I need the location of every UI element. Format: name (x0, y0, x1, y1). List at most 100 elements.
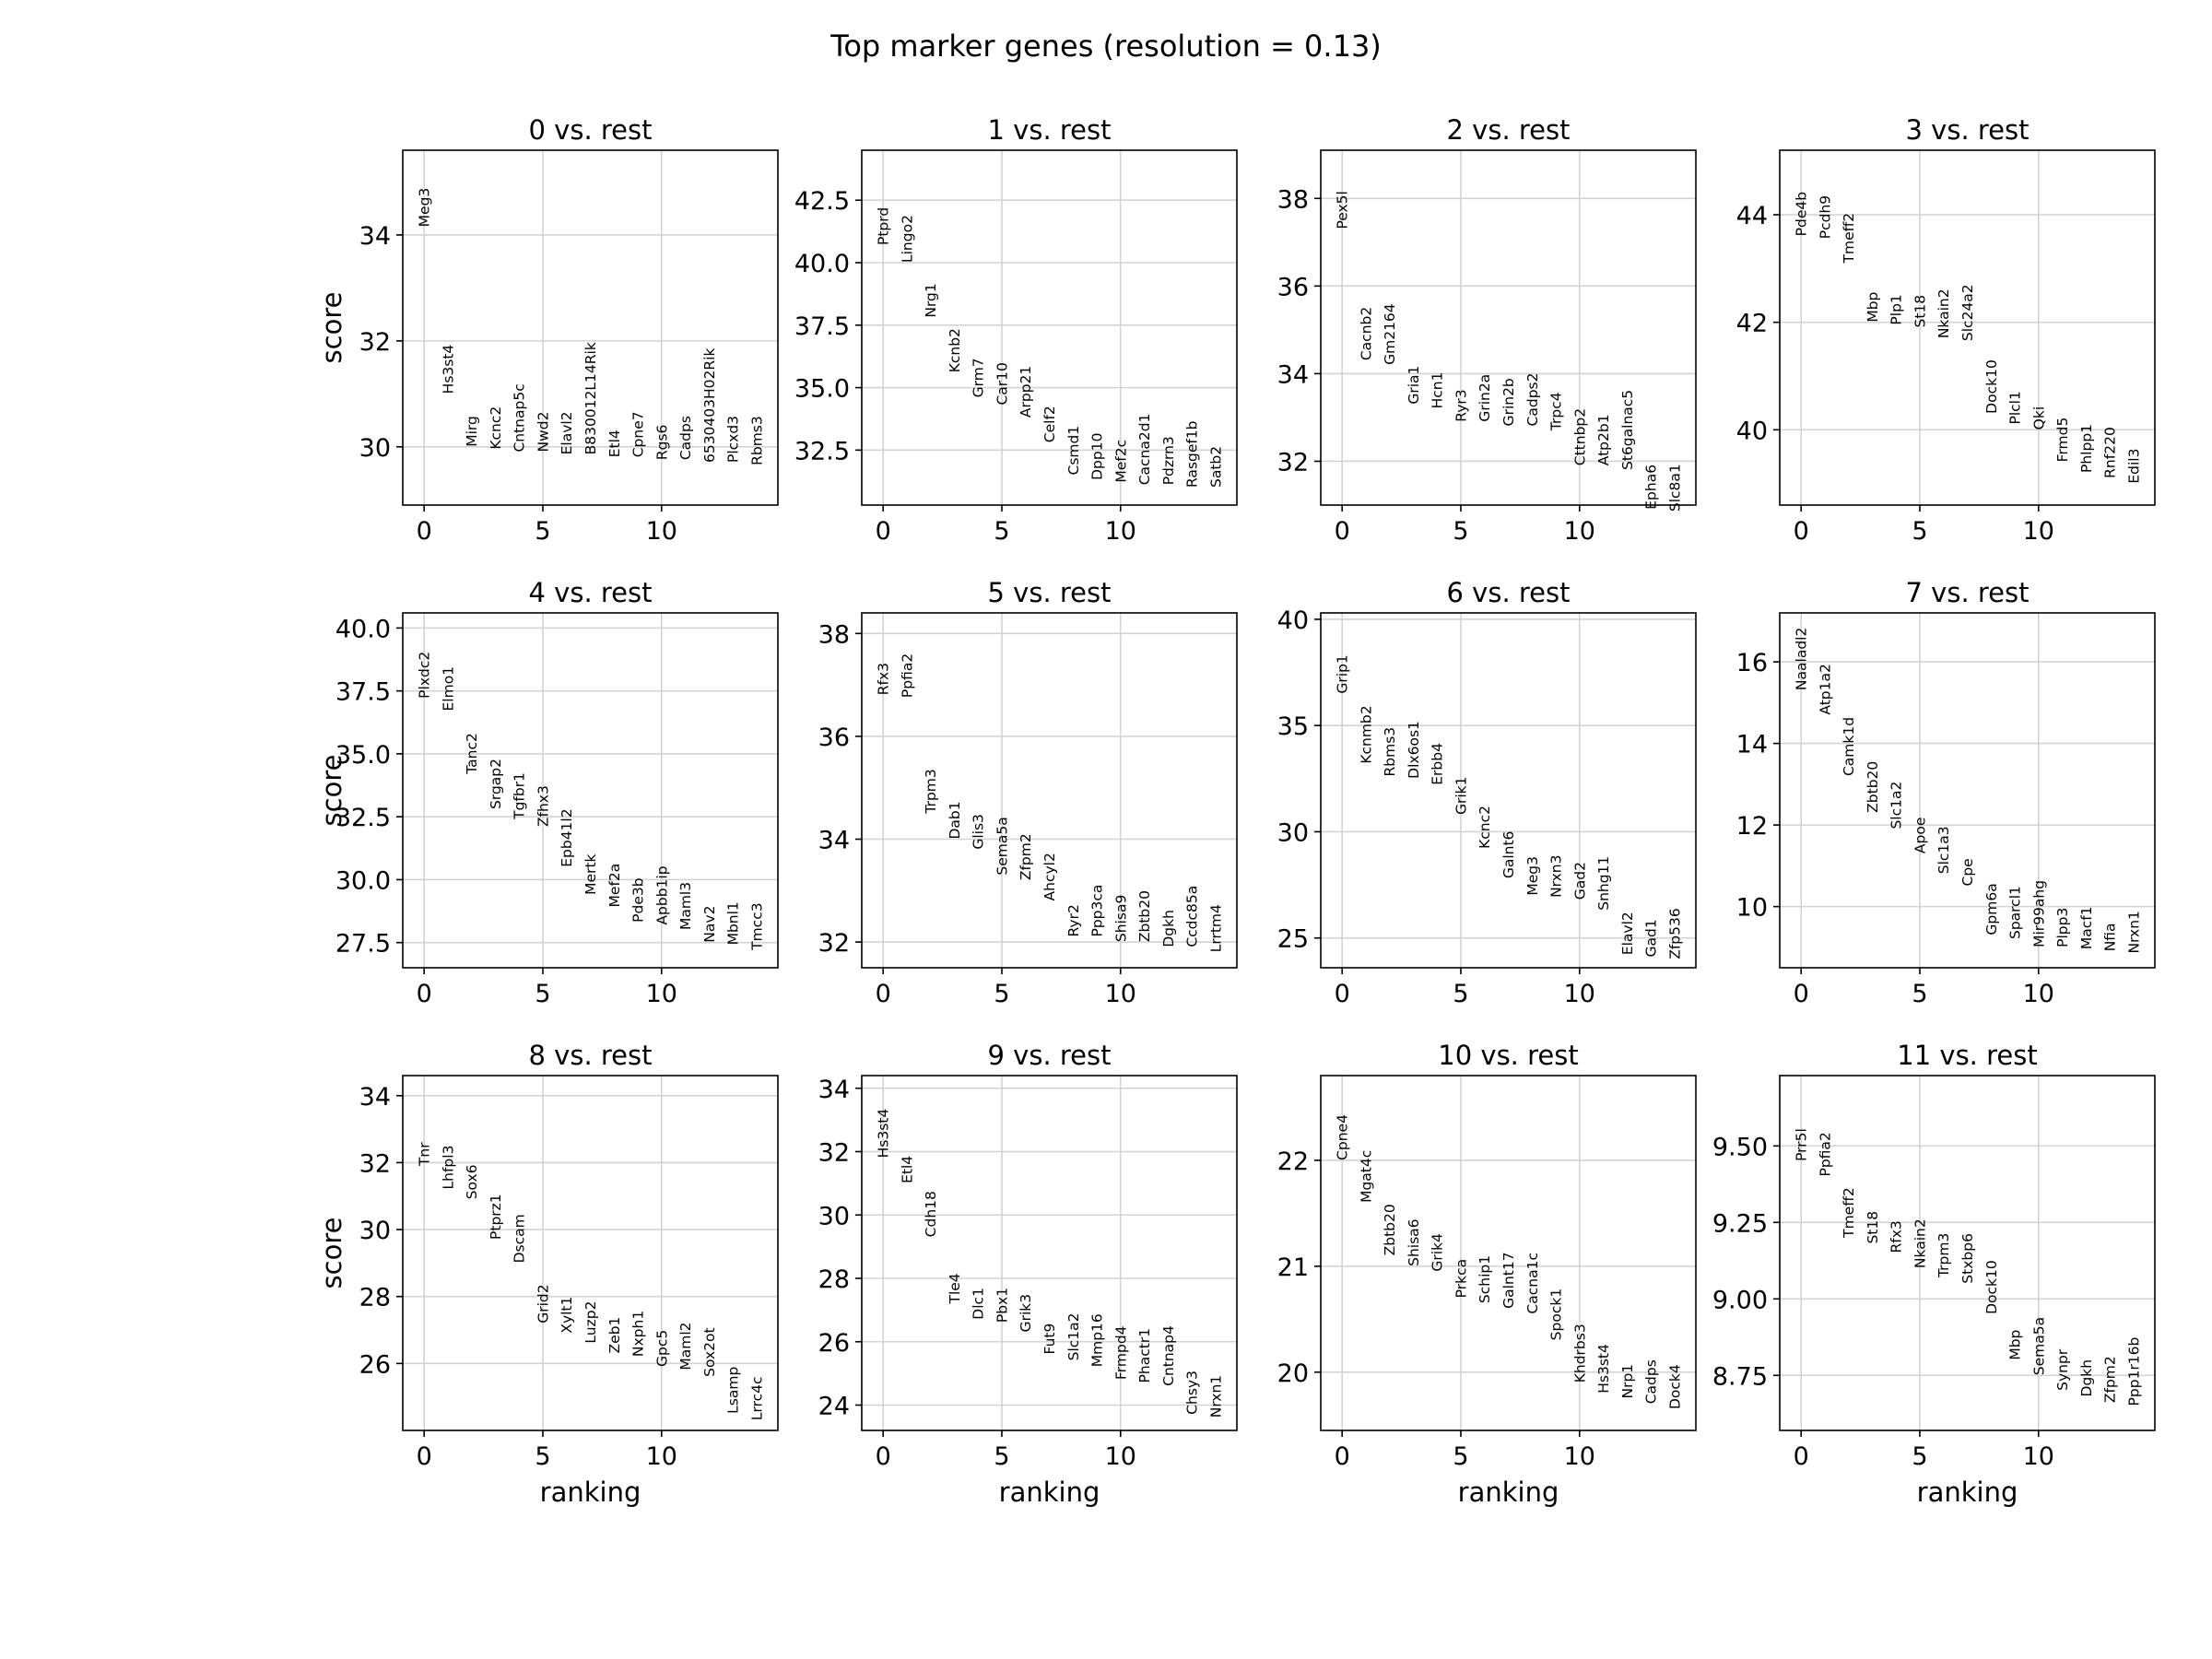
gene-label: Rbms3 (748, 416, 765, 465)
gene-label: Zfp536 (1666, 908, 1683, 959)
gene-label: Tmcc3 (748, 902, 765, 950)
y-tick-label: 16 (1736, 649, 1768, 677)
y-tick-label: 32 (359, 1149, 391, 1178)
gene-label: Slc8a1 (1666, 464, 1683, 512)
x-tick-label: 10 (1105, 980, 1136, 1008)
y-tick-label: 42 (1736, 310, 1768, 338)
gene-label: Naaladl2 (1794, 628, 1810, 690)
gene-label: Elavl2 (559, 411, 575, 454)
panel-title: 7 vs. rest (1906, 577, 2030, 608)
gene-label: Dlc1 (971, 1288, 987, 1320)
gene-label: Zeb1 (606, 1317, 623, 1354)
y-tick-label: 28 (359, 1284, 391, 1312)
gene-label: Ccdc85a (1184, 886, 1201, 947)
x-tick-label: 5 (1912, 1442, 1927, 1471)
gene-label: Sparcl1 (2007, 886, 2024, 939)
x-tick-label: 0 (1335, 1442, 1350, 1471)
gene-label: Atp2b1 (1595, 414, 1612, 465)
gene-label: Chsy3 (1184, 1371, 1201, 1415)
x-tick-label: 0 (1794, 980, 1809, 1008)
gene-label: Dgkh (1160, 910, 1177, 947)
gene-label: Phlpp1 (2078, 424, 2095, 473)
gene-label: Srgap2 (488, 759, 504, 809)
gene-label: Glis3 (971, 814, 987, 850)
gene-label: Ryr2 (1065, 904, 1082, 936)
y-tick-label: 40.0 (794, 250, 850, 278)
gene-label: Gad1 (1643, 919, 1660, 957)
panel-5: Rfx3 Ppfia2 Trpm3 Dab1 Glis3 Sema5a Zfpm2 Ahcyl… (818, 577, 1238, 1008)
gene-label: Ppfia2 (1817, 1132, 1833, 1176)
gene-label: Cacna2d1 (1136, 414, 1153, 486)
gene-label: Cntnap4 (1160, 1325, 1177, 1386)
gene-label: Cpne7 (630, 411, 647, 457)
y-axis-label: score (316, 1218, 347, 1289)
gene-label: Spock1 (1548, 1288, 1565, 1341)
gene-label: Elavl2 (1619, 912, 1636, 955)
x-tick-label: 5 (1912, 980, 1927, 1008)
y-tick-label: 9.00 (1712, 1286, 1768, 1314)
gene-label: Ppfia2 (899, 653, 915, 698)
gene-label: Mbp (2007, 1330, 2024, 1360)
gene-label: Sema5a (2030, 1317, 2047, 1375)
y-tick-label: 26 (818, 1329, 850, 1358)
gene-label: Macf1 (2078, 906, 2095, 949)
y-tick-label: 36 (1277, 273, 1309, 301)
panel-6: Grip1 Kcnmb2 Rbms3 Dlx6os1 Erbb4 Grik1 Kcnc2 Ga… (1277, 577, 1697, 1008)
gene-label: Pcdh9 (1817, 195, 1833, 239)
x-tick-label: 10 (1564, 1442, 1595, 1471)
gene-label: Maml2 (677, 1322, 694, 1370)
x-axis-label: ranking (1458, 1477, 1559, 1508)
gene-label: Sox6 (464, 1164, 480, 1199)
gene-label: Rfx3 (876, 663, 892, 695)
gene-label: Grin2a (1477, 374, 1493, 422)
gene-label: Mir99ahg (2030, 880, 2047, 947)
gene-label: Mef2a (606, 864, 623, 908)
gene-label: Dock4 (1666, 1364, 1683, 1409)
y-tick-label: 10 (1736, 894, 1768, 923)
gene-label: Satb2 (1207, 446, 1224, 488)
gene-label: Dpp10 (1089, 433, 1106, 480)
y-tick-label: 26 (359, 1350, 391, 1379)
gene-label: Zbtb20 (1865, 761, 1881, 813)
gene-label: Cdh18 (923, 1191, 939, 1237)
gene-label: Grik4 (1430, 1233, 1446, 1272)
gene-label: Kcnc2 (1477, 806, 1493, 849)
gene-label: Zfhx3 (535, 785, 551, 827)
y-tick-label: 36 (818, 724, 850, 752)
gene-label: Ppp3ca (1089, 885, 1106, 937)
gene-label: St6galnac5 (1619, 390, 1636, 470)
panel-title: 0 vs. rest (529, 114, 653, 146)
gene-label: Grik3 (1018, 1294, 1034, 1333)
x-tick-label: 5 (1453, 1442, 1468, 1471)
panels-container: Meg3 Hs3st4 Mirg Kcnc2 Cntnap5c Nwd2 Elavl2 B83… (316, 114, 2156, 1508)
gene-label: Cpe (1959, 858, 1976, 886)
gene-label: Sema5a (994, 817, 1010, 875)
gene-label: Pde3b (630, 877, 647, 922)
x-tick-label: 10 (1564, 980, 1595, 1008)
x-tick-label: 0 (417, 517, 432, 546)
gene-label: Prkca (1453, 1259, 1469, 1298)
panel-title: 6 vs. rest (1447, 577, 1571, 608)
panel-title: 1 vs. rest (988, 114, 1112, 146)
figure-title: Top marker genes (resolution = 0.13) (830, 29, 1382, 64)
x-tick-label: 0 (1794, 1442, 1809, 1471)
gene-label: Cadps (677, 416, 694, 460)
gene-label: Nkain2 (1912, 1218, 1928, 1268)
axes-frame (402, 149, 779, 506)
gene-label: Mbnl1 (725, 901, 742, 945)
gene-label: Slc24a2 (1959, 284, 1976, 341)
x-tick-label: 0 (1335, 980, 1350, 1008)
gene-label: Lsamp (725, 1367, 742, 1414)
gene-label: Tmeff2 (1841, 213, 1857, 265)
gene-label: Etl4 (899, 1156, 915, 1183)
x-tick-label: 5 (994, 980, 1009, 1008)
y-tick-label: 40.0 (335, 615, 391, 643)
gene-label: B830012L14Rik (582, 342, 599, 454)
y-tick-label: 27.5 (335, 930, 391, 959)
x-tick-label: 5 (994, 1442, 1009, 1471)
y-tick-label: 37.5 (335, 678, 391, 707)
gene-label: Xylt1 (559, 1297, 575, 1334)
gene-label: Plcxd3 (725, 416, 742, 463)
gene-label: Maml3 (677, 882, 694, 930)
gene-label: Cttnbp2 (1571, 408, 1588, 465)
